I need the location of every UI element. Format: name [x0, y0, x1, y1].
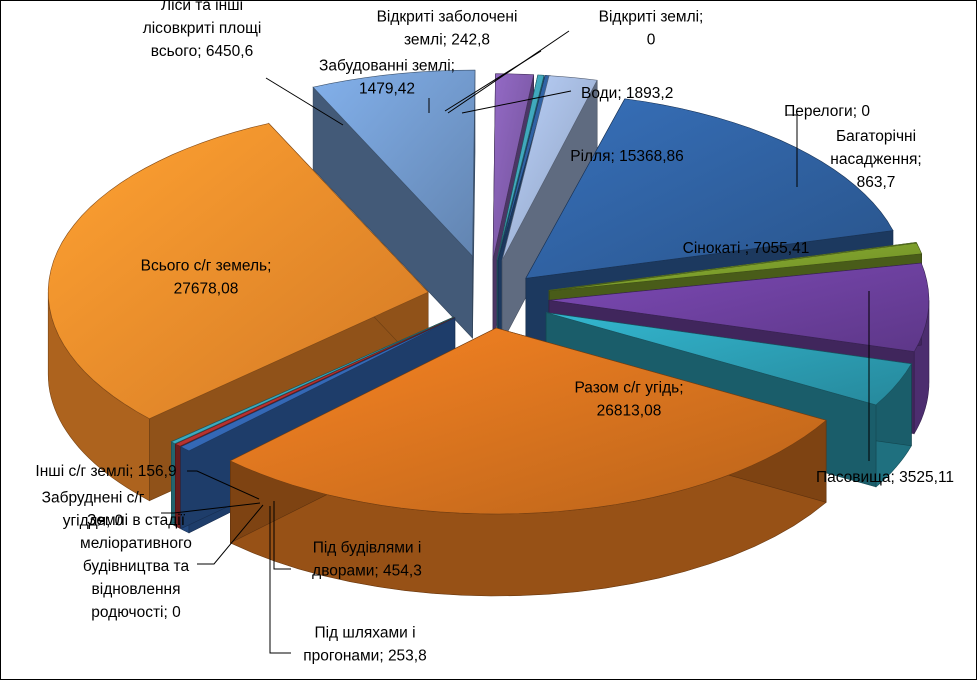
data-label-1: Перелоги; 0: [784, 103, 870, 120]
data-label-9-line-0: Забруднені с/г: [42, 490, 145, 507]
leader-line-6: [273, 501, 291, 570]
slice-5-top: [229, 327, 827, 515]
slice-13-top: [492, 73, 535, 260]
leader-line-15: [447, 30, 570, 114]
leader-line-10: [187, 470, 260, 500]
data-label-13-line-0: Забудованні землі;: [319, 58, 455, 75]
data-label-0-line-0: Рілля; 15368,86: [570, 148, 684, 165]
data-label-14: Відкриті заболочені землі; 242,8: [377, 9, 518, 49]
data-label-14-line-1: землі; 242,8: [404, 32, 490, 49]
data-label-13-line-1: 1479,42: [359, 81, 415, 98]
slice-12-top: [312, 69, 476, 257]
data-label-5-line-1: 26813,08: [597, 403, 662, 420]
data-label-8-line-3: відновлення: [92, 581, 181, 598]
leader-line-1: [786, 114, 798, 187]
data-label-7-line-1: прогонами; 253,8: [303, 648, 426, 665]
data-label-12-line-1: лісовкриті площі: [143, 20, 262, 37]
data-label-9-line-1: угіддя; 0: [63, 513, 124, 530]
data-label-10-line-0: Інші с/г землі; 156,9: [35, 463, 176, 480]
data-label-13: Забудованні землі; 1479,42: [319, 58, 455, 98]
data-label-2-line-1: насадження;: [830, 151, 921, 168]
data-label-8-line-4: родючості; 0: [91, 604, 181, 621]
data-label-7: Під шляхами і прогонами; 253,8: [303, 625, 426, 665]
slice-11-top: [47, 123, 429, 420]
data-label-12: Ліси та інші лісовкриті площі всього; 6450…: [143, 1, 262, 60]
data-label-2: Багаторічні насадження; 863,7: [830, 128, 921, 191]
slice-10-top: [170, 316, 454, 445]
leader-line-9: [161, 502, 261, 514]
slice-7-top: [174, 317, 455, 447]
data-label-11-line-0: Всього с/г земель;: [141, 258, 272, 275]
data-label-2-line-0: Багаторічні: [836, 128, 916, 145]
slice-16-top: [501, 75, 598, 261]
data-label-12-line-0: Ліси та інші: [161, 1, 243, 14]
data-label-4: Пасовища; 3525,11: [816, 469, 954, 486]
slice-2-top: [549, 242, 923, 292]
data-label-6-line-0: Під будівлями і: [313, 540, 422, 557]
data-label-8-line-2: будівництва та: [83, 558, 190, 575]
data-label-11: Всього с/г земель; 27678,08: [141, 258, 272, 298]
slice-3-top: [548, 262, 930, 352]
data-label-8-line-0: Землі в стадії: [87, 512, 186, 529]
data-label-16-line-0: Води; 1893,2: [581, 85, 673, 102]
leader-line-16: [461, 90, 572, 114]
data-label-14-line-0: Відкриті заболочені: [377, 9, 518, 26]
data-label-0: Рілля; 15368,86: [570, 148, 684, 165]
data-label-3-line-0: Сінокаті ; 7055,41: [683, 240, 810, 257]
data-label-11-line-1: 27678,08: [174, 281, 239, 298]
data-label-5: Разом с/г угідь; 26813,08: [574, 380, 683, 420]
data-label-8: Землі в стадії меліоративного будівництва …: [80, 512, 192, 621]
data-label-9: Забруднені с/г угіддя; 0: [42, 490, 145, 530]
leader-line-7: [269, 506, 291, 654]
data-label-6: Під будівлями і дворами; 454,3: [312, 540, 422, 580]
data-label-4-line-0: Пасовища; 3525,11: [816, 469, 954, 486]
data-label-10: Інші с/г землі; 156,9: [35, 463, 176, 480]
data-label-2-line-2: 863,7: [857, 174, 896, 191]
data-label-15-line-1: 0: [647, 32, 656, 49]
data-label-1-line-0: Перелоги; 0: [784, 103, 870, 120]
data-label-16: Води; 1893,2: [581, 85, 673, 102]
data-label-6-line-1: дворами; 454,3: [312, 563, 422, 580]
data-label-15: Відкриті землі; 0: [599, 9, 704, 49]
data-label-15-line-0: Відкриті землі;: [599, 9, 704, 26]
slice-6-top: [179, 317, 456, 452]
data-label-3: Сінокаті ; 7055,41: [683, 240, 810, 257]
slice-0-top: [525, 98, 894, 279]
data-label-12-line-2: всього; 6450,6: [151, 43, 253, 60]
leader-line-12: [265, 77, 344, 126]
data-label-7-line-0: Під шляхами і: [314, 625, 415, 642]
data-label-8-line-1: меліоративного: [80, 535, 192, 552]
data-label-5-line-0: Разом с/г угідь;: [574, 380, 683, 397]
slice-4-top: [546, 312, 912, 406]
slice-14-top: [496, 74, 545, 260]
leader-line-8: [197, 504, 264, 565]
